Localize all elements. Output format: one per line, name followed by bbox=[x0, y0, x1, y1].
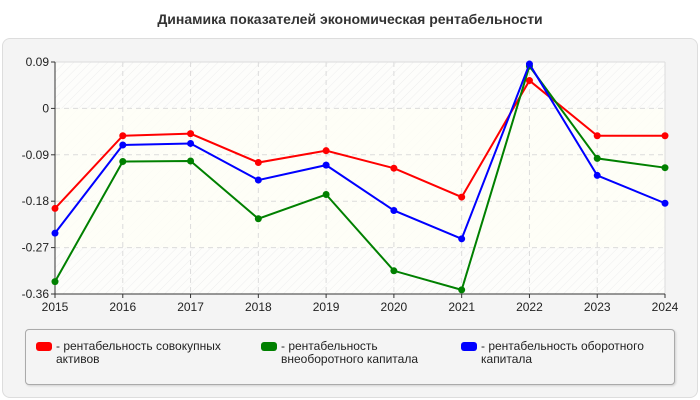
data-point-1-2018 bbox=[254, 215, 262, 223]
data-point-2-2022 bbox=[525, 60, 533, 68]
y-tick-label: 0.09 bbox=[26, 55, 50, 69]
x-tick-label: 2023 bbox=[584, 300, 611, 314]
legend-item-noncurrent-capital[interactable]: - рентабельность внеоборотного капитала bbox=[261, 340, 451, 366]
y-tick-label: -0.18 bbox=[22, 194, 50, 208]
x-tick-label: 2022 bbox=[516, 300, 543, 314]
data-point-0-2017 bbox=[187, 130, 195, 138]
data-point-1-2016 bbox=[119, 158, 127, 166]
legend-swatch-green bbox=[261, 342, 277, 351]
data-point-1-2023 bbox=[593, 154, 601, 162]
data-point-2-2023 bbox=[593, 171, 601, 179]
data-point-1-2019 bbox=[322, 190, 330, 198]
data-point-0-2024 bbox=[661, 132, 669, 140]
series-line-2 bbox=[54, 61, 666, 241]
legend-label: - рентабельность оборотного капитала bbox=[481, 339, 644, 366]
data-point-0-2021 bbox=[458, 193, 466, 201]
data-point-0-2023 bbox=[593, 132, 601, 140]
y-tick-label: -0.27 bbox=[22, 241, 50, 255]
legend: - рентабельность совокупных активов - ре… bbox=[25, 329, 675, 385]
data-point-1-2017 bbox=[187, 157, 195, 165]
data-point-0-2016 bbox=[119, 132, 127, 140]
legend-label: - рентабельность внеоборотного капитала bbox=[281, 339, 418, 366]
series-line-0 bbox=[54, 79, 665, 210]
legend-item-total-assets[interactable]: - рентабельность совокупных активов bbox=[36, 340, 246, 366]
data-point-2-2015 bbox=[51, 229, 59, 237]
data-point-0-2015 bbox=[51, 204, 59, 212]
data-point-2-2024 bbox=[661, 199, 669, 207]
data-point-0-2018 bbox=[254, 159, 262, 167]
data-point-1-2024 bbox=[661, 164, 669, 172]
x-tick-label: 2021 bbox=[448, 300, 475, 314]
chart-title: Динамика показателей экономическая рента… bbox=[157, 11, 543, 27]
y-tick-label: -0.36 bbox=[22, 287, 50, 301]
data-point-2-2017 bbox=[187, 139, 195, 147]
data-point-1-2021 bbox=[458, 286, 466, 294]
legend-label: - рентабельность совокупных активов bbox=[56, 339, 221, 366]
data-point-1-2015 bbox=[51, 278, 59, 286]
data-point-1-2020 bbox=[390, 267, 398, 275]
legend-item-current-capital[interactable]: - рентабельность оборотного капитала bbox=[461, 340, 666, 366]
data-point-0-2020 bbox=[390, 164, 398, 172]
plot-band bbox=[55, 108, 665, 248]
x-tick-label: 2019 bbox=[313, 300, 340, 314]
x-tick-label: 2024 bbox=[652, 300, 679, 314]
y-tick-label: -0.09 bbox=[22, 148, 50, 162]
y-tick-label: 0 bbox=[42, 101, 49, 115]
data-point-2-2019 bbox=[322, 161, 330, 169]
data-point-0-2019 bbox=[322, 147, 330, 155]
x-tick-label: 2015 bbox=[42, 300, 69, 314]
x-tick-label: 2018 bbox=[245, 300, 272, 314]
x-tick-label: 2017 bbox=[177, 300, 204, 314]
x-tick-label: 2020 bbox=[381, 300, 408, 314]
x-tick-label: 2016 bbox=[109, 300, 136, 314]
data-point-2-2021 bbox=[458, 235, 466, 243]
legend-swatch-blue bbox=[461, 342, 477, 351]
data-point-2-2020 bbox=[390, 206, 398, 214]
series-line-1 bbox=[54, 63, 666, 292]
data-point-2-2016 bbox=[119, 141, 127, 149]
data-point-0-2022 bbox=[525, 77, 533, 85]
legend-swatch-red bbox=[36, 342, 52, 351]
data-point-2-2018 bbox=[254, 176, 262, 184]
